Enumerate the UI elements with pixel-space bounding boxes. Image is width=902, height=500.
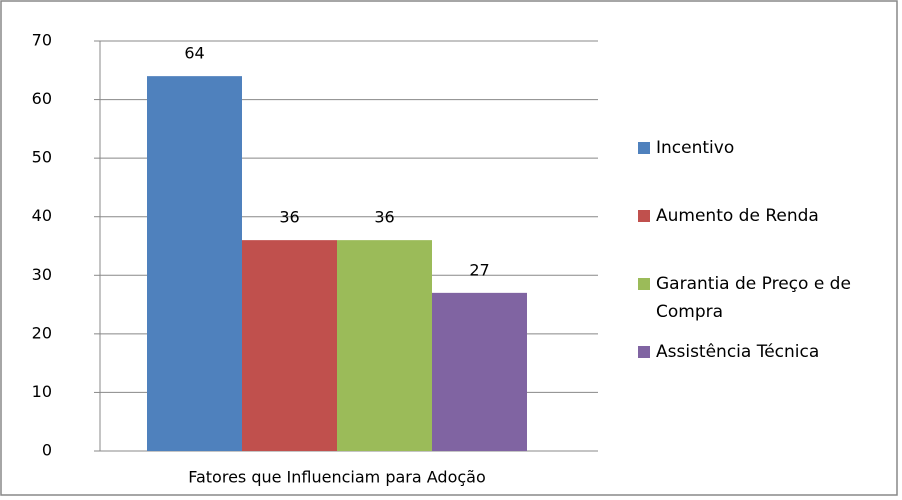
bar: [432, 292, 527, 451]
legend-label: Aumento de Renda: [656, 206, 819, 226]
y-tick-label: 40: [32, 206, 52, 225]
y-tick-label: 60: [32, 89, 52, 108]
y-tick-label: 70: [32, 31, 52, 50]
legend-item: Aumento de Renda: [638, 202, 894, 230]
legend-item: Incentivo: [638, 134, 894, 162]
y-tick-label: 30: [32, 265, 52, 284]
bar: [147, 76, 242, 452]
legend-label: Assistência Técnica: [656, 342, 820, 362]
legend-swatch: [638, 210, 650, 222]
data-label: 64: [184, 44, 204, 63]
legend-label: Incentivo: [656, 138, 735, 158]
y-tick-label: 50: [32, 148, 52, 167]
x-tick-label: Fatores que Influenciam para Adoção: [188, 468, 486, 487]
data-label: 36: [279, 208, 299, 227]
bar: [242, 240, 337, 451]
legend-item: Garantia de Preço e de Compra: [638, 270, 894, 326]
y-tick-label: 20: [32, 323, 52, 342]
data-label: 36: [374, 208, 394, 227]
legend-label: Garantia de Preço e de Compra: [656, 274, 851, 322]
y-tick-label: 10: [32, 382, 52, 401]
legend-swatch: [638, 346, 650, 358]
legend-swatch: [638, 278, 650, 290]
bar: [337, 240, 432, 451]
legend: Incentivo Aumento de Renda Garantia de Pre…: [638, 134, 894, 406]
legend-item: Assistência Técnica: [638, 338, 894, 366]
data-label: 27: [469, 260, 489, 279]
legend-swatch: [638, 142, 650, 154]
y-tick-label: 0: [42, 441, 52, 460]
